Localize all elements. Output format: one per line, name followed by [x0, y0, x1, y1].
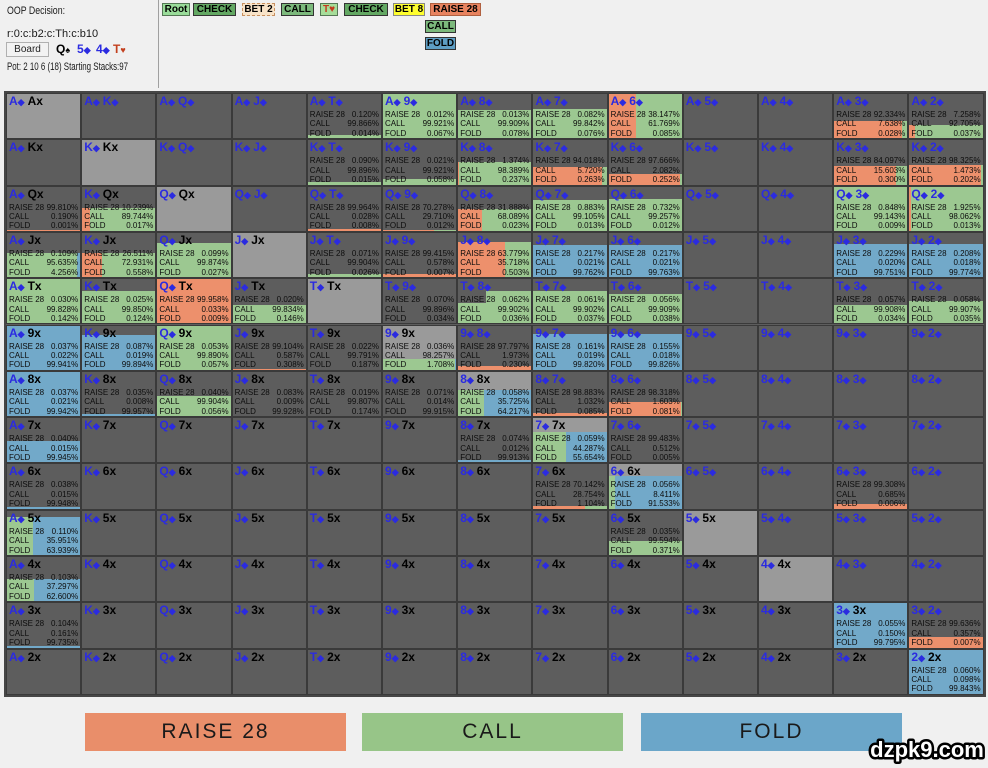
- svg-text:dzpk9.com: dzpk9.com: [870, 737, 984, 762]
